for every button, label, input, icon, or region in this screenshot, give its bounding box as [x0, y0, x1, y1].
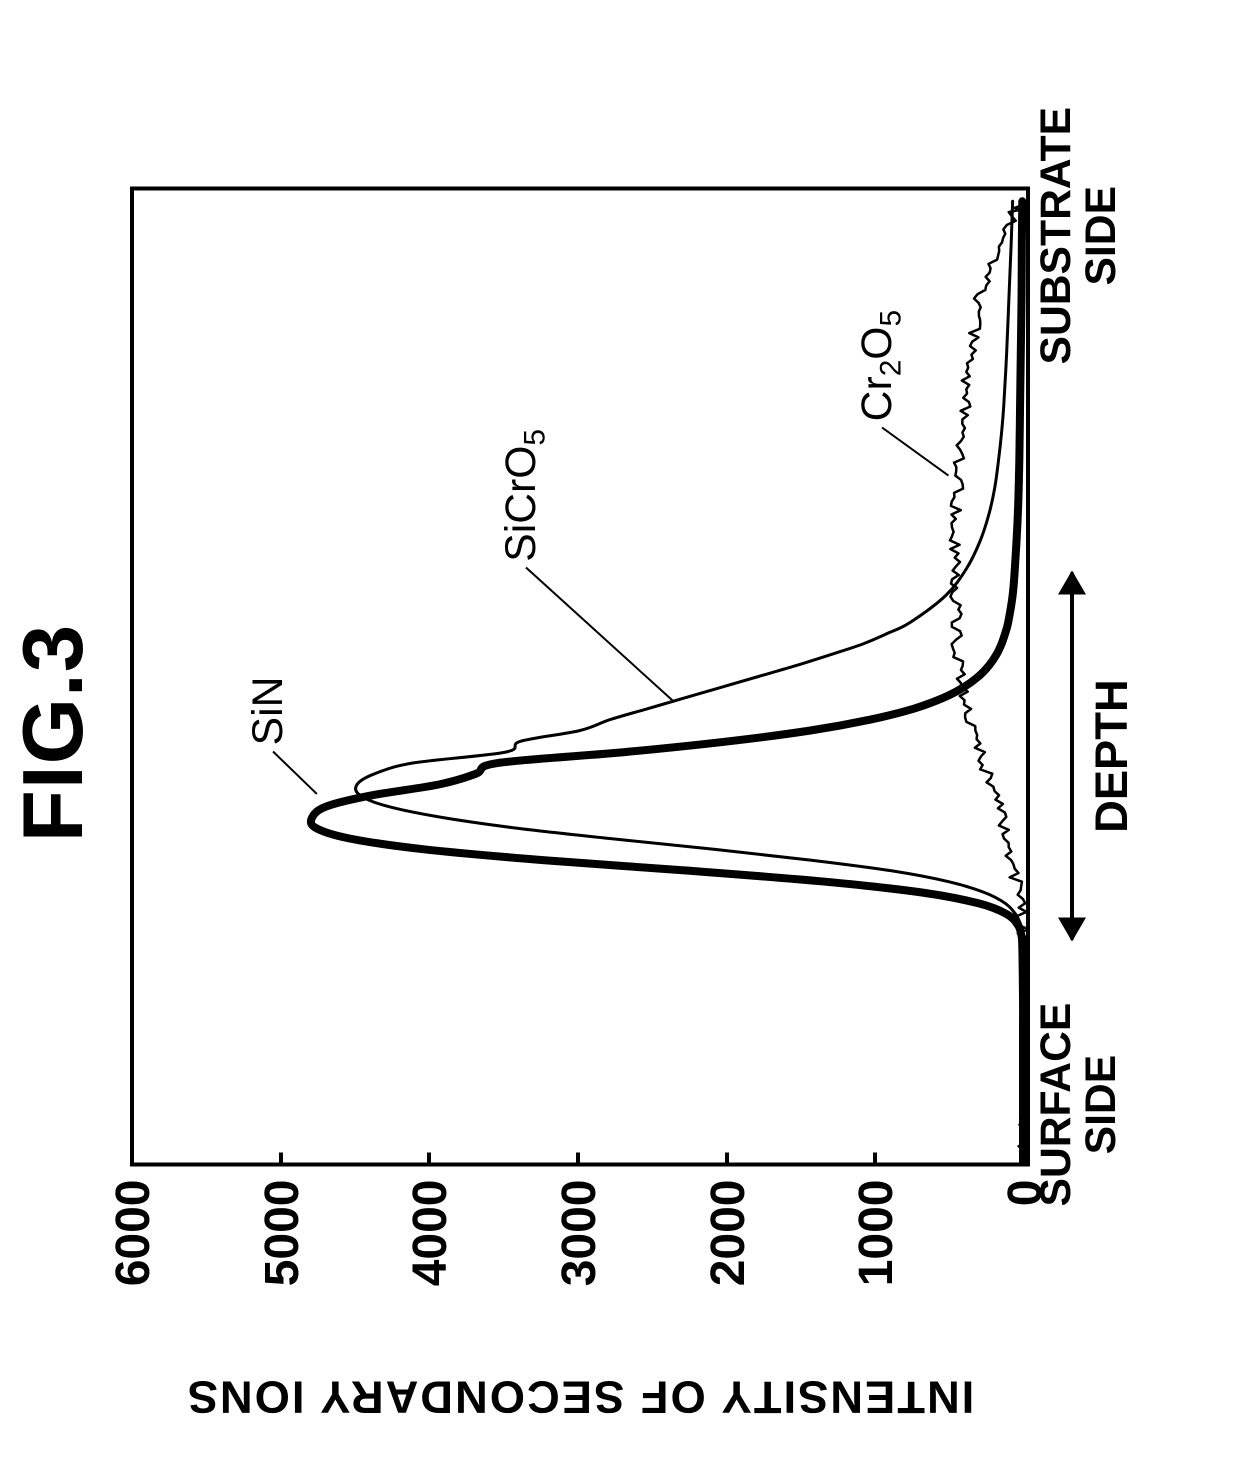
series-path-sicro5: [356, 201, 1025, 1162]
x-axis-right-label: SUBSTRATE SIDE: [1034, 107, 1124, 365]
chart-container: FIG.3 INTENSITY OF SECONDARY IONS 010002…: [0, 0, 1240, 1467]
depth-arrow-head-left: [1058, 918, 1086, 942]
x-axis-left-label: SURFACE SIDE: [1034, 1003, 1124, 1207]
depth-arrow-line: [1070, 573, 1074, 940]
y-tick-mark: [279, 1153, 283, 1167]
series-label-cr2o5: Cr2O5: [853, 310, 909, 421]
figure-stage: FIG.3 INTENSITY OF SECONDARY IONS 010002…: [0, 0, 1240, 1467]
y-tick-label: 2000: [701, 1180, 756, 1330]
y-tick-mark: [1022, 1153, 1026, 1167]
series-path-cr2o5: [950, 201, 1026, 1162]
y-tick-mark: [873, 1153, 877, 1167]
y-tick-label: 3000: [552, 1180, 607, 1330]
y-tick-mark: [130, 1153, 134, 1167]
y-tick-label: 1000: [849, 1180, 904, 1330]
y-tick-mark: [427, 1153, 431, 1167]
y-tick-label: 5000: [255, 1180, 310, 1330]
y-axis-title: INTENSITY OF SECONDARY IONS: [186, 1371, 975, 1423]
series-label-sin: SiN: [244, 677, 293, 746]
depth-arrow-head-right: [1058, 571, 1086, 595]
y-tick-label: 4000: [403, 1180, 458, 1330]
series-path-sin: [311, 201, 1023, 1162]
y-tick-mark: [725, 1153, 729, 1167]
y-tick-mark: [576, 1153, 580, 1167]
series-label-sicro5: SiCrO5: [497, 429, 553, 562]
figure-title: FIG.3: [5, 0, 103, 1467]
y-tick-label: 6000: [106, 1180, 161, 1330]
x-axis-title: DEPTH: [1086, 676, 1138, 836]
